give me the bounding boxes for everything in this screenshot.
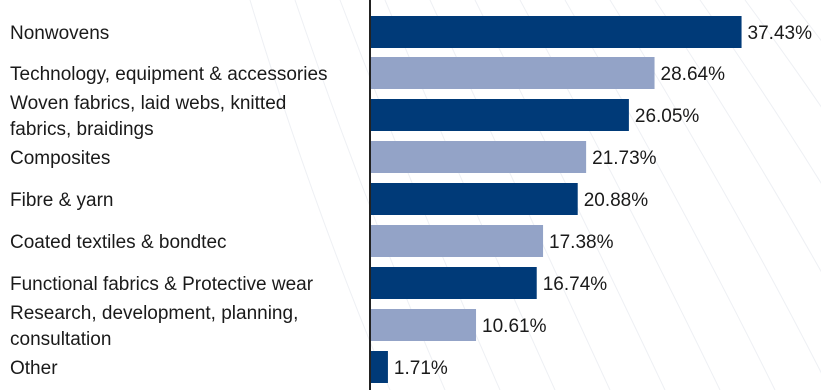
data-label: 10.61% bbox=[482, 316, 547, 337]
bar bbox=[371, 99, 629, 131]
bar bbox=[371, 183, 578, 215]
bar bbox=[371, 351, 388, 383]
category-labels-group: Nonwovens Technology, equipment & accesso… bbox=[10, 23, 328, 379]
data-label: 17.38% bbox=[549, 232, 614, 253]
background-line bbox=[609, 0, 821, 374]
bar bbox=[371, 141, 587, 173]
category-label: Composites bbox=[10, 148, 110, 169]
background-line bbox=[249, 0, 391, 390]
data-label: 16.74% bbox=[543, 274, 608, 295]
data-label: 20.88% bbox=[584, 190, 649, 211]
category-label-line: Coated textiles & bondtec bbox=[10, 232, 227, 253]
category-label: Nonwovens bbox=[10, 23, 109, 44]
category-label: Coated textiles & bondtec bbox=[10, 232, 227, 253]
data-label: 21.73% bbox=[592, 148, 657, 169]
category-label-line: Research, development, planning, bbox=[10, 303, 298, 324]
data-label: 26.05% bbox=[635, 106, 700, 127]
bar bbox=[371, 57, 655, 89]
category-label-line: Other bbox=[10, 358, 58, 379]
category-label: Technology, equipment & accessories bbox=[10, 64, 328, 85]
category-label-line: Composites bbox=[10, 148, 110, 169]
data-label: 1.71% bbox=[394, 358, 448, 379]
background-line bbox=[699, 0, 821, 184]
category-label: Functional fabrics & Protective wear bbox=[10, 274, 314, 295]
category-label-line: Woven fabrics, laid webs, knitted bbox=[10, 93, 286, 114]
background-line bbox=[789, 0, 821, 42]
category-label-line: Technology, equipment & accessories bbox=[10, 64, 328, 85]
category-label-line: fabrics, braidings bbox=[10, 119, 154, 140]
bars-group bbox=[371, 16, 742, 383]
value-labels-group: 37.43% 28.64% 26.05% 21.73% 20.88% 17.38% 16.7… bbox=[394, 23, 812, 379]
category-label: Research, development, planning, consulta… bbox=[10, 303, 298, 350]
bar bbox=[371, 225, 544, 257]
background-line bbox=[519, 0, 721, 390]
category-label-line: Functional fabrics & Protective wear bbox=[10, 274, 314, 295]
background-line bbox=[744, 0, 821, 108]
bar bbox=[371, 309, 477, 341]
category-label-line: consultation bbox=[10, 329, 111, 350]
bar bbox=[371, 16, 742, 48]
bar bbox=[371, 267, 537, 299]
category-label: Woven fabrics, laid webs, knitted fabrics… bbox=[10, 93, 286, 140]
background-line bbox=[564, 0, 776, 390]
category-label-line: Nonwovens bbox=[10, 23, 109, 44]
category-label: Fibre & yarn bbox=[10, 190, 113, 211]
data-label: 28.64% bbox=[661, 64, 726, 85]
background-line bbox=[654, 0, 821, 273]
category-label-line: Fibre & yarn bbox=[10, 190, 113, 211]
category-label: Other bbox=[10, 358, 58, 379]
data-label: 37.43% bbox=[748, 23, 813, 44]
